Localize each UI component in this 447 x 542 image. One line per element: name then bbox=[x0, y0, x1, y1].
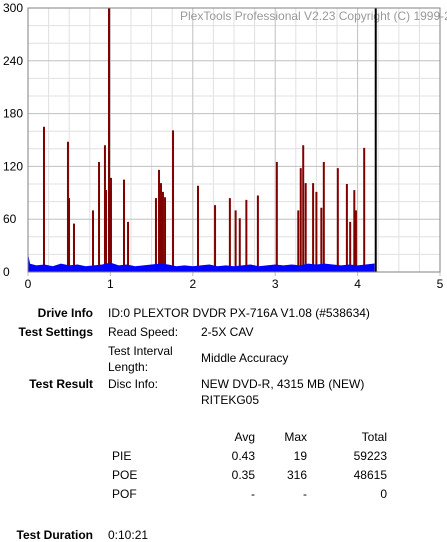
value: 0:10:21 bbox=[108, 528, 149, 542]
cell: - bbox=[303, 487, 307, 501]
y-tick-label: 120 bbox=[3, 159, 23, 173]
value: 2-5X CAV bbox=[201, 325, 254, 339]
cell: 0 bbox=[380, 487, 387, 501]
y-tick-label: 180 bbox=[3, 107, 23, 121]
value: RITEKG05 bbox=[201, 393, 260, 407]
y-tick-label: 240 bbox=[3, 54, 23, 68]
label: Drive Info bbox=[37, 306, 93, 320]
row-label: POE bbox=[112, 468, 138, 482]
label: Length: bbox=[108, 360, 149, 374]
x-tick-label: 4 bbox=[354, 277, 361, 291]
x-tick-label: 5 bbox=[437, 277, 444, 291]
column-header: Total bbox=[361, 430, 387, 444]
label: Read Speed: bbox=[108, 325, 179, 339]
cell: 59223 bbox=[353, 449, 387, 463]
label: Test Duration bbox=[16, 528, 93, 542]
area bbox=[28, 256, 375, 272]
x-tick-label: 0 bbox=[25, 277, 32, 291]
y-tick-label: 60 bbox=[3, 212, 17, 226]
cell: 48615 bbox=[353, 468, 387, 482]
value: NEW DVD-R, 4315 MB (NEW) bbox=[201, 377, 365, 391]
cell: 316 bbox=[286, 468, 307, 482]
cell: 0.35 bbox=[231, 468, 255, 482]
label: Test Settings bbox=[18, 325, 93, 339]
watermark: PlexTools Professional V2.23 Copyright (… bbox=[180, 9, 447, 23]
x-tick-label: 2 bbox=[189, 277, 196, 291]
cell: - bbox=[251, 487, 255, 501]
value: Middle Accuracy bbox=[201, 351, 289, 365]
plot-border bbox=[27, 7, 441, 273]
label: Test Interval bbox=[108, 344, 173, 358]
label: Test Result bbox=[29, 377, 93, 391]
cell: 19 bbox=[293, 449, 307, 463]
row-label: POF bbox=[112, 487, 137, 501]
row-label: PIE bbox=[112, 449, 132, 463]
column-header: Avg bbox=[234, 430, 255, 444]
cell: 0.43 bbox=[231, 449, 255, 463]
y-tick-label: 0 bbox=[3, 265, 10, 279]
chart: 0 1 2 3 4 5 0 60 120 180 240 300 PlexTools Professio… bbox=[3, 1, 447, 291]
label: Disc Info: bbox=[108, 377, 159, 391]
value: ID:0 PLEXTOR DVDR PX-716A V1.08 (#538634… bbox=[108, 306, 370, 320]
y-tick-label: 300 bbox=[3, 1, 23, 15]
plot bbox=[28, 8, 375, 272]
x-tick-label: 1 bbox=[107, 277, 114, 291]
column-header: Max bbox=[284, 430, 307, 444]
x-tick-label: 3 bbox=[272, 277, 279, 291]
